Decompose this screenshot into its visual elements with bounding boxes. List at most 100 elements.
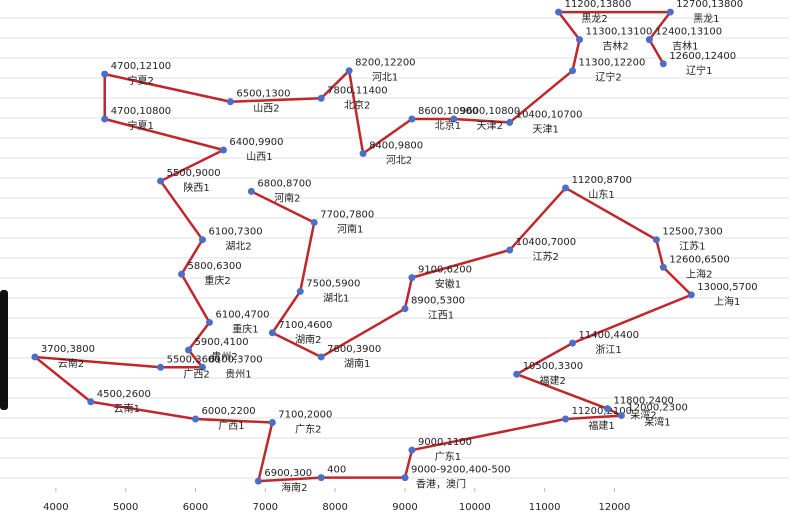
x-tick-label: 10000 bbox=[459, 502, 491, 513]
point-name: 北京1 bbox=[435, 119, 461, 132]
point bbox=[157, 363, 165, 371]
x-tick-label: 6000 bbox=[183, 502, 208, 513]
point-coord-label: 6000,2200 bbox=[202, 406, 256, 417]
point-name: 呆湾1 bbox=[644, 416, 670, 429]
point-name: 黑龙2 bbox=[581, 12, 607, 25]
point-coord-label: 7800,3900 bbox=[327, 344, 381, 355]
point-name: 上海2 bbox=[686, 267, 712, 280]
point-name: 河南1 bbox=[337, 222, 363, 235]
point-coord-label: 7700,7800 bbox=[320, 209, 374, 220]
point bbox=[192, 415, 200, 423]
side-handle bbox=[0, 290, 8, 410]
point-name: 山西1 bbox=[246, 151, 272, 163]
point-name: 天津2 bbox=[477, 120, 503, 132]
point bbox=[506, 118, 514, 126]
point-name: 湖南1 bbox=[344, 357, 370, 370]
point bbox=[345, 67, 353, 75]
point bbox=[268, 418, 276, 426]
point-coord-label: 12000,2300 bbox=[627, 403, 687, 414]
point-coord-label: 5800,6300 bbox=[188, 261, 242, 272]
point-name: 湖北1 bbox=[323, 292, 349, 304]
point-coord-label: 6100,3700 bbox=[208, 354, 262, 365]
point bbox=[562, 184, 570, 192]
point-coord-label: 4700,10800 bbox=[111, 106, 171, 117]
point-coord-label: 3700,3800 bbox=[41, 344, 95, 355]
point-coord-label: 6100,7300 bbox=[208, 227, 262, 238]
point-coord-label: 9000,1100 bbox=[418, 437, 472, 448]
point bbox=[659, 60, 667, 68]
point-coord-label: 11300,13100 bbox=[586, 27, 653, 38]
point bbox=[659, 263, 667, 271]
x-tick-label: 8000 bbox=[322, 502, 347, 513]
x-tick-label: 12000 bbox=[599, 502, 631, 513]
point-coord-label: 12600,12400 bbox=[669, 51, 736, 62]
point-name: 江西1 bbox=[428, 310, 454, 322]
point-coord-label: 6100,4700 bbox=[215, 309, 269, 320]
point-coord-label: 6400,9900 bbox=[229, 137, 283, 148]
point-coord-label: 10500,3300 bbox=[523, 361, 583, 372]
point-name: 江苏2 bbox=[533, 250, 559, 263]
x-tick-label: 7000 bbox=[253, 502, 278, 513]
point bbox=[198, 236, 206, 244]
point-coord-label: 12700,13800 bbox=[676, 0, 743, 10]
point-name: 广西2 bbox=[183, 368, 209, 380]
point bbox=[101, 115, 109, 123]
point bbox=[87, 398, 95, 406]
point-name: 福建1 bbox=[588, 419, 614, 432]
point-name: 呆湾2 bbox=[630, 409, 656, 422]
sheet-grid bbox=[0, 17, 789, 479]
point bbox=[317, 353, 325, 361]
point-coord-label: 11200,8700 bbox=[572, 175, 632, 186]
point-coord-label: 13000,5700 bbox=[697, 282, 757, 293]
point-coord-label: 10400,10700 bbox=[516, 109, 583, 120]
point-coord-label: 4700,12100 bbox=[111, 61, 171, 72]
point-coord-label: 7100,2000 bbox=[278, 409, 332, 420]
point-name: 海南2 bbox=[281, 481, 307, 494]
point bbox=[408, 274, 416, 282]
point-coord-label: 6500,1300 bbox=[236, 89, 290, 100]
point bbox=[157, 177, 165, 185]
point bbox=[317, 474, 325, 482]
point-name: 重庆1 bbox=[232, 322, 258, 335]
point-coord-label: 5500,3600 bbox=[167, 354, 221, 365]
point-name: 宁夏1 bbox=[128, 119, 154, 132]
point bbox=[219, 146, 227, 154]
point-name: 河北2 bbox=[386, 154, 412, 166]
point-name: 江苏1 bbox=[679, 240, 705, 253]
point bbox=[652, 236, 660, 244]
point-coord-label: 11400,4400 bbox=[579, 330, 639, 341]
point-coord-label: 7500,5900 bbox=[306, 278, 360, 289]
point-name: 黑龙1 bbox=[693, 12, 719, 25]
point bbox=[562, 415, 570, 423]
point bbox=[205, 318, 213, 326]
point-coord-label: 12400,13100 bbox=[655, 27, 722, 38]
point-coord-label: 8600,10900 bbox=[418, 106, 478, 117]
point-name: 湖南2 bbox=[295, 333, 321, 346]
point-name: 天津1 bbox=[533, 123, 559, 135]
point-name: 广东1 bbox=[435, 450, 461, 463]
point bbox=[359, 149, 367, 157]
point bbox=[450, 115, 458, 123]
point-name: 吉林2 bbox=[602, 40, 628, 53]
point-name: 北京2 bbox=[344, 98, 370, 111]
point-name: 山东1 bbox=[588, 188, 614, 201]
point bbox=[198, 363, 206, 371]
point-coord-label: 9600,10800 bbox=[460, 106, 520, 117]
point-coord-label: 8400,9800 bbox=[369, 140, 423, 151]
point bbox=[555, 8, 563, 16]
point bbox=[185, 346, 193, 354]
point bbox=[645, 36, 653, 44]
point-name: 宁夏2 bbox=[128, 74, 154, 87]
point bbox=[408, 446, 416, 454]
point-name: 福建2 bbox=[540, 374, 566, 387]
point-coord-label: 5900,4100 bbox=[195, 337, 249, 348]
point bbox=[569, 339, 577, 347]
x-tick-label: 5000 bbox=[113, 502, 138, 513]
point-name: 上海1 bbox=[714, 295, 740, 308]
point-name: 贵州1 bbox=[225, 367, 251, 380]
point-coord-label: 10400,7000 bbox=[516, 237, 576, 248]
point-name: 辽宁2 bbox=[595, 71, 621, 84]
point-coord-label: 4500,2600 bbox=[97, 389, 151, 400]
point bbox=[687, 291, 695, 299]
